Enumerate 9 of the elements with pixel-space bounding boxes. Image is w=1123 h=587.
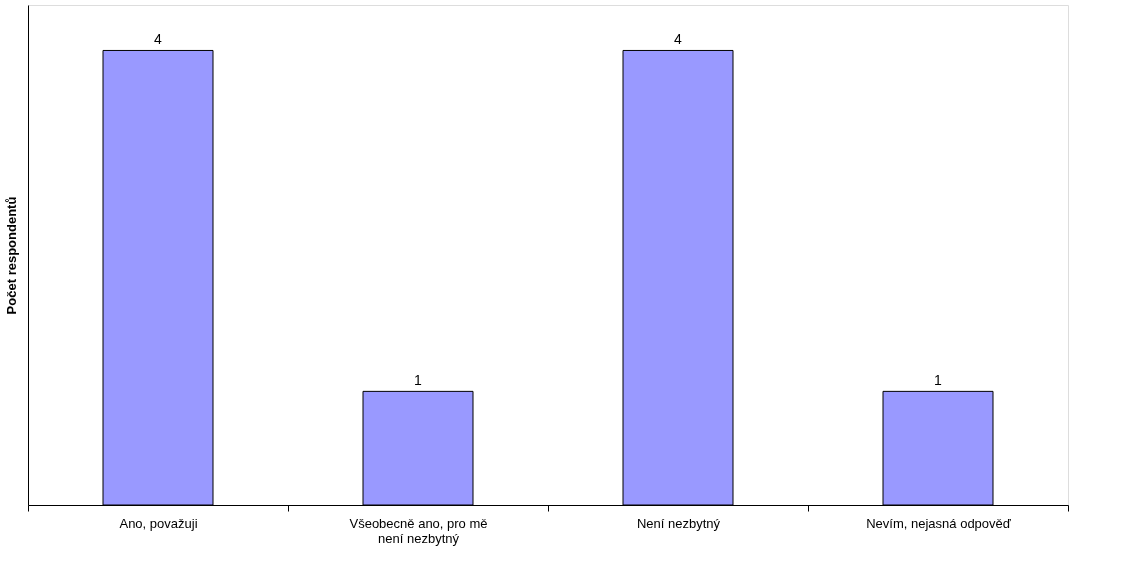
x-tick-label: Není nezbytný bbox=[636, 515, 721, 531]
data-label: 1 bbox=[414, 372, 423, 389]
data-label: 1 bbox=[934, 372, 943, 389]
data-label: 4 bbox=[674, 31, 683, 48]
x-tick-label: Všeobecně ano, pro mě není nezbytný bbox=[349, 515, 488, 546]
y-axis-title: Počet respondentů bbox=[3, 196, 19, 315]
x-tick-label: Nevím, nejasná odpověď bbox=[866, 515, 1012, 531]
x-tick-label: Ano, považuji bbox=[119, 515, 198, 531]
data-label: 4 bbox=[154, 31, 163, 48]
